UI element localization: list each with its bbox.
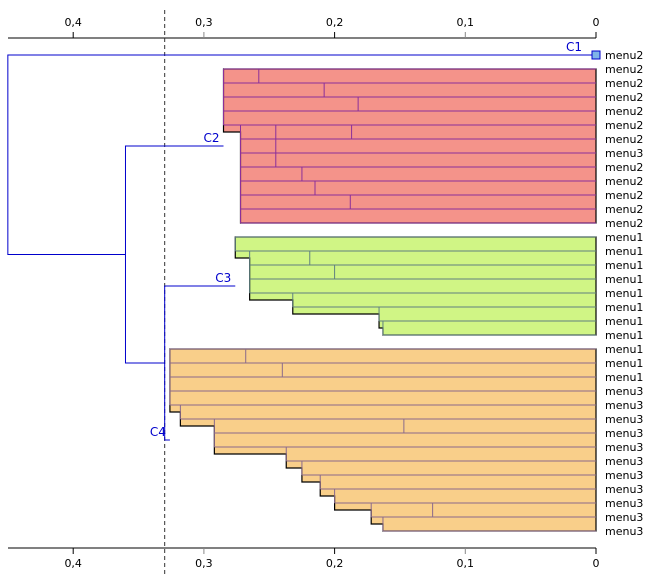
leaf-label: menu2 [605, 189, 643, 202]
root-link [7, 54, 592, 255]
leaf-label: menu2 [605, 63, 643, 76]
tick-label: 0,3 [195, 557, 213, 570]
tick-label: 0 [593, 557, 600, 570]
leaf-label: menu3 [605, 469, 643, 482]
leaf-label: menu3 [605, 497, 643, 510]
leaf-label: menu3 [605, 385, 643, 398]
cluster-region-c2 [222, 68, 597, 224]
tick-label: 0,3 [195, 16, 213, 29]
tick-label: 0,2 [326, 16, 344, 29]
leaf-label: menu2 [605, 203, 643, 216]
cluster-label: C1 [566, 40, 582, 54]
leaf-label: menu3 [605, 147, 643, 160]
leaf-label: menu3 [605, 483, 643, 496]
leaf-label: menu2 [605, 175, 643, 188]
tick-label: 0,1 [457, 557, 475, 570]
leaf-label: menu2 [605, 49, 643, 62]
leaf-label: menu2 [605, 161, 643, 174]
leaf-label: menu1 [605, 315, 643, 328]
leaf-label: menu3 [605, 413, 643, 426]
tick-label: 0,1 [457, 16, 475, 29]
c2-c34-link [124, 145, 224, 364]
leaf-label: menu1 [605, 329, 643, 342]
leaf-label: menu1 [605, 301, 643, 314]
leaf-label: menu3 [605, 511, 643, 524]
leaf-label: menu1 [605, 231, 643, 244]
leaf-label: menu2 [605, 91, 643, 104]
leaf-label: menu3 [605, 441, 643, 454]
tick-label: 0 [593, 16, 600, 29]
cluster-label: C2 [204, 131, 220, 145]
leaf-label: menu3 [605, 525, 643, 538]
tick-label: 0,4 [64, 16, 82, 29]
cluster-c1-marker [591, 50, 601, 60]
leaf-label: menu3 [605, 427, 643, 440]
cluster-region-c3 [234, 236, 597, 336]
leaf-label: menu1 [605, 343, 643, 356]
leaf-label: menu1 [605, 357, 643, 370]
tick-label: 0,2 [326, 557, 344, 570]
leaf-label: menu2 [605, 119, 643, 132]
leaf-label: menu3 [605, 455, 643, 468]
leaf-label: menu1 [605, 259, 643, 272]
leaf-label: menu2 [605, 105, 643, 118]
leaf-label: menu1 [605, 371, 643, 384]
leaf-label: menu2 [605, 217, 643, 230]
leaf-label: menu1 [605, 273, 643, 286]
tick-label: 0,4 [64, 557, 82, 570]
leaf-label: menu2 [605, 77, 643, 90]
leaf-label: menu3 [605, 399, 643, 412]
cluster-label: C4 [150, 425, 166, 439]
leaf-label: menu2 [605, 133, 643, 146]
cluster-label: C3 [215, 271, 231, 285]
cluster-region-c4 [169, 348, 597, 532]
leaf-label: menu1 [605, 245, 643, 258]
leaf-label: menu1 [605, 287, 643, 300]
